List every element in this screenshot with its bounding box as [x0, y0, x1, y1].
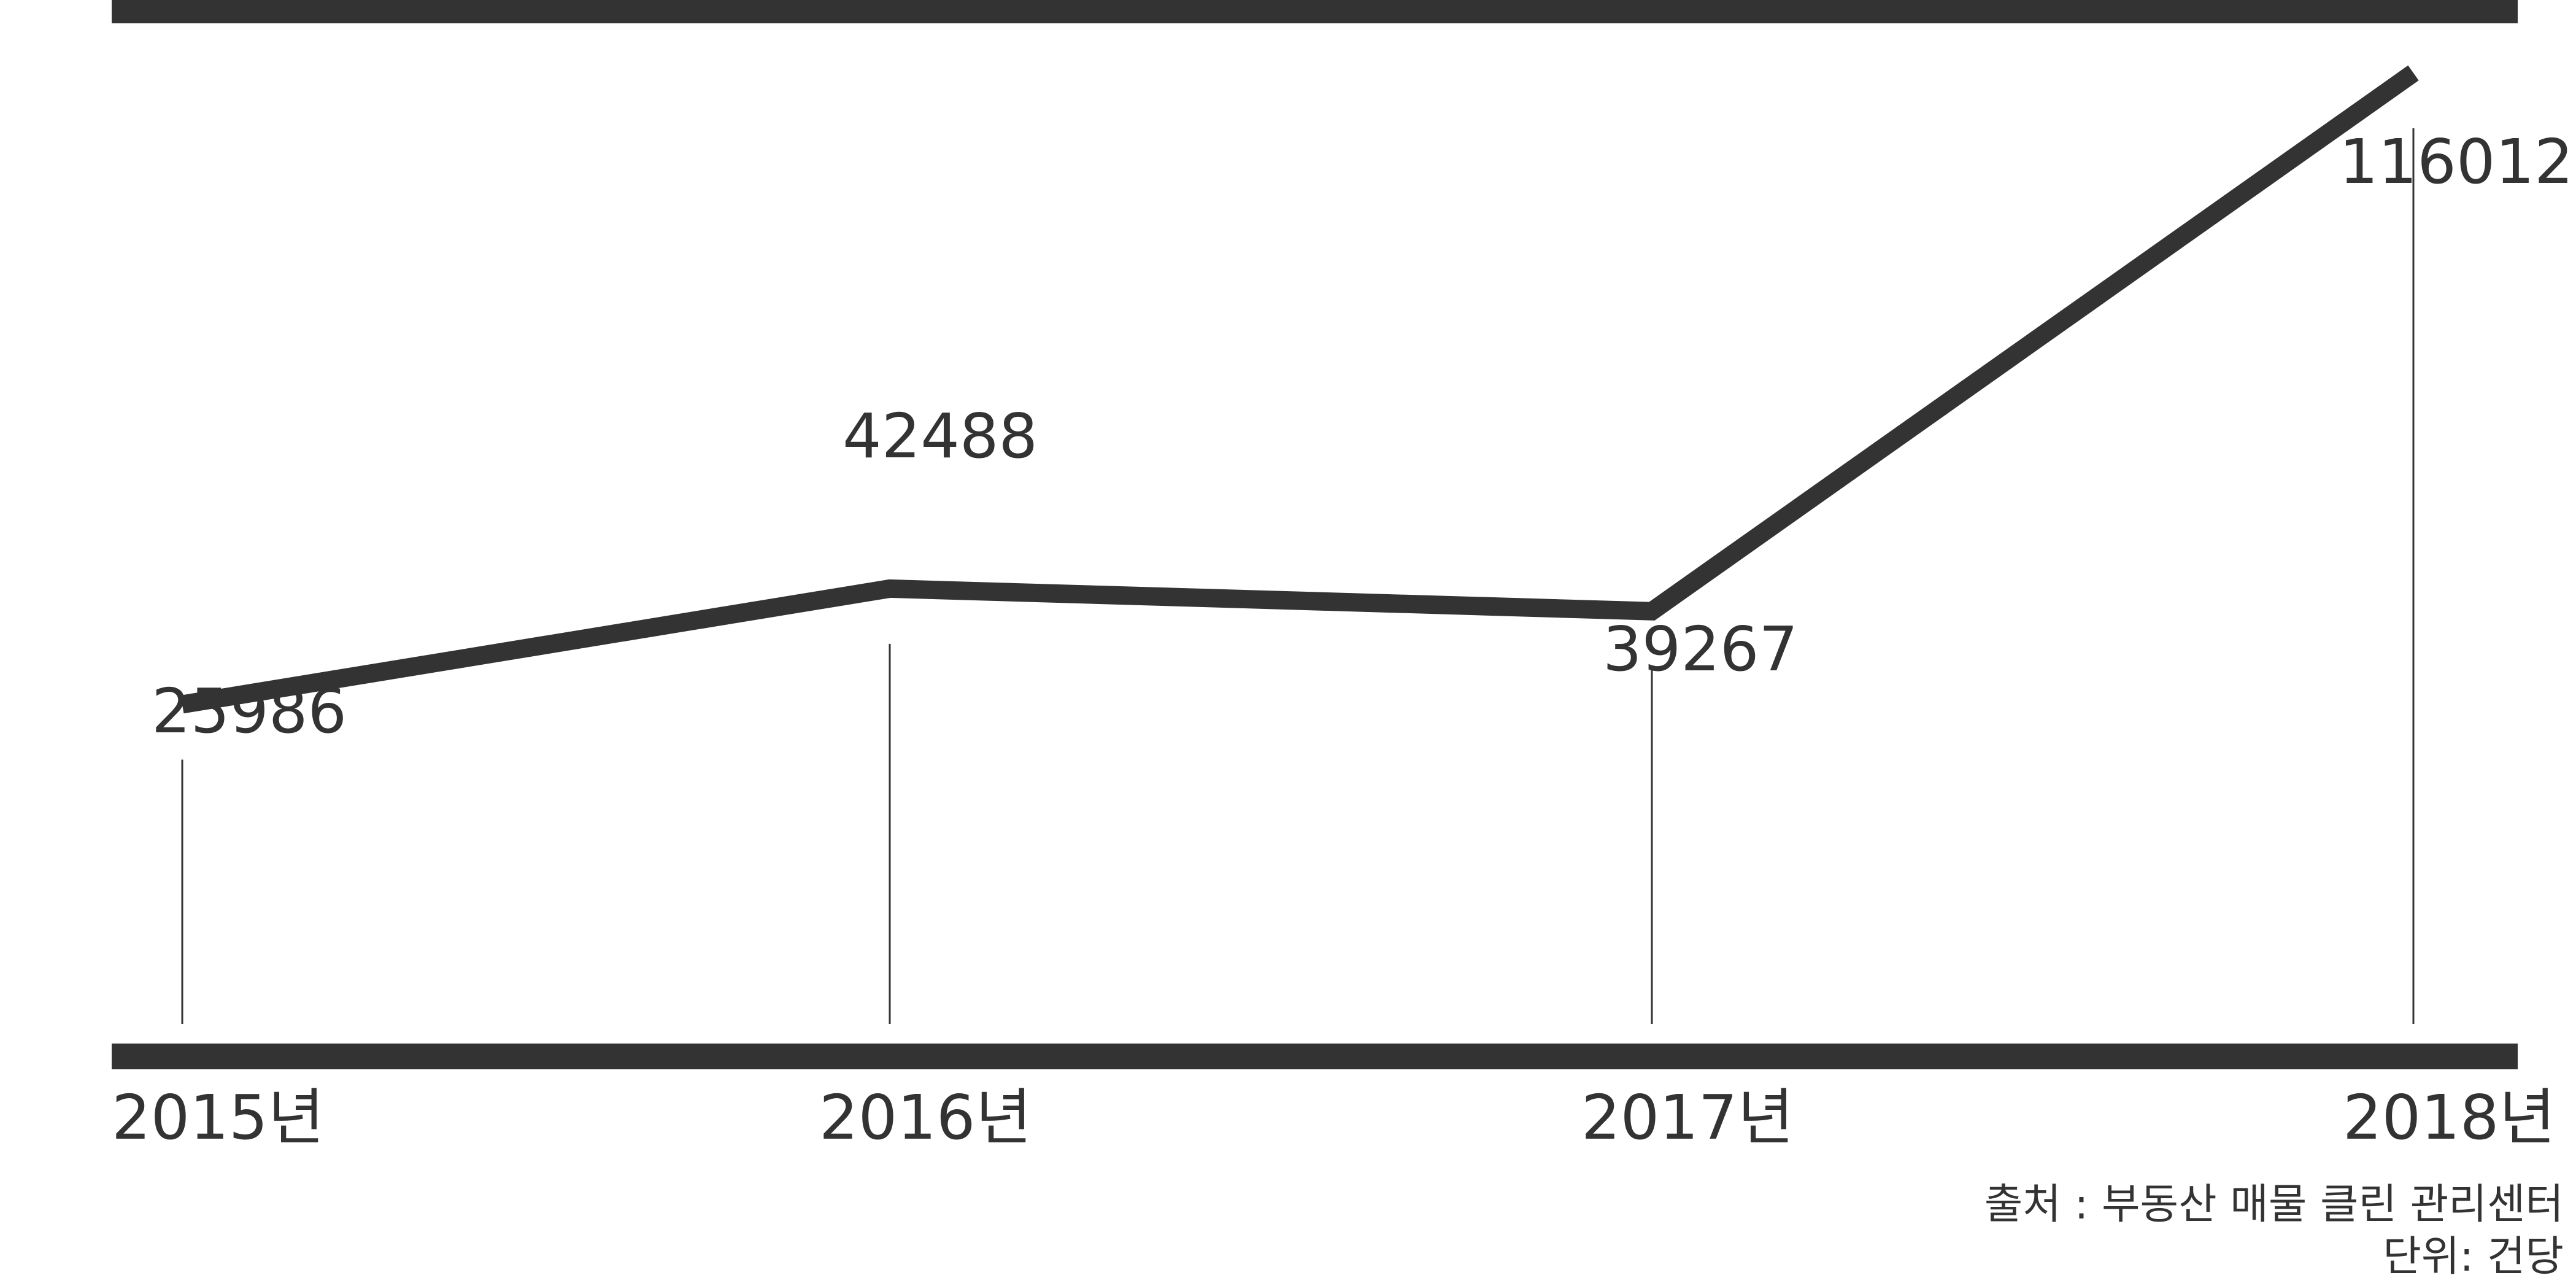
x-axis-baseline	[112, 1044, 2518, 1069]
x-tick-label-2: 2016년	[819, 1082, 1032, 1153]
top-rule	[112, 0, 2518, 23]
source-note: 출처 : 부동산 매물 클린 관리센터	[1984, 1180, 2564, 1229]
x-tick-label-3: 2017년	[1581, 1082, 1794, 1153]
x-tick-label-1: 2015년	[112, 1082, 325, 1153]
unit-note: 단위: 건당	[2383, 1233, 2564, 1281]
x-tick-label-4: 2018년	[2343, 1082, 2556, 1153]
series-line	[180, 65, 2419, 714]
data-labels: 25986 42488 39267 116012	[152, 126, 2574, 747]
data-label-2: 42488	[843, 400, 1038, 472]
drop-lines	[181, 128, 2415, 1024]
x-tick-labels: 2015년 2016년 2017년 2018년	[112, 1082, 2556, 1153]
data-label-4: 116012	[2339, 126, 2574, 198]
data-label-3: 39267	[1603, 613, 1798, 685]
data-label-1: 25986	[152, 675, 347, 747]
